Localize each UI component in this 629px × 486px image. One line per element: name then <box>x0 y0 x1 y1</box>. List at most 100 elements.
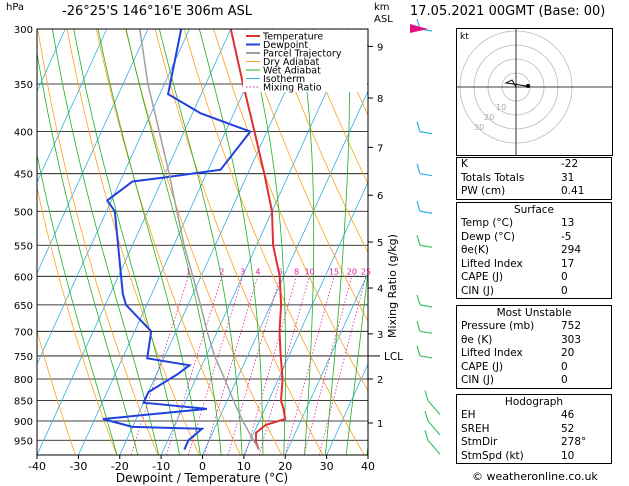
hodograph-title: Hodograph <box>504 396 564 408</box>
wind-barb <box>419 330 433 334</box>
x-tick-label: -30 <box>69 460 87 473</box>
x-tick-label: 40 <box>361 460 375 473</box>
hodo-ring-label: 30 <box>474 123 484 132</box>
eh-row: EH 46 <box>461 409 575 421</box>
km-tick-label: 5 <box>377 238 383 249</box>
wet-adiabat <box>324 29 350 455</box>
hodograph-kt-label: kt <box>460 32 469 42</box>
dewp-row: Dewp (°C) -5 <box>461 230 572 243</box>
mu-pressure-row: Pressure (mb) 752 <box>461 320 582 332</box>
lifted-index-row: Lifted Index 17 <box>461 257 575 270</box>
pw-row: PW (cm) 0.41 <box>461 185 585 197</box>
isotherm <box>326 363 368 455</box>
wet-adiabat <box>37 50 139 455</box>
pressure-tick-label: 700 <box>14 327 33 338</box>
wet-adiabat <box>198 29 264 455</box>
dry-adiabat <box>272 29 368 254</box>
dry-adiabat <box>125 29 283 455</box>
pressure-tick-label: 900 <box>14 417 33 428</box>
temp-row: Temp (°C) 13 <box>461 217 575 229</box>
stmspd-row: StmSpd (kt) 10 <box>461 449 575 462</box>
mixing-ratio-line <box>284 276 335 455</box>
isotherm <box>119 29 314 455</box>
series-parcel-trajectory <box>139 29 260 450</box>
wind-barb <box>419 210 433 214</box>
series-dewpoint <box>102 29 252 451</box>
pressure-tick-label: 750 <box>14 352 33 363</box>
isotherm <box>284 272 368 455</box>
mixing-ratio-label: 15 <box>329 267 339 276</box>
wind-barb <box>427 420 441 436</box>
hodo-ring-label: 10 <box>496 103 506 112</box>
dry-adiabat <box>37 185 118 455</box>
k-row: K -22 <box>461 158 579 170</box>
wet-adiabat <box>37 152 118 455</box>
mixing-ratio-label: 6 <box>278 267 283 276</box>
top-wind-flag <box>410 24 428 33</box>
mixing-ratio-label: 4 <box>255 267 260 276</box>
hodograph: kt 10 20 30 <box>456 28 613 156</box>
mixing-ratio-line <box>318 276 367 455</box>
mixing-ratio-axis-label: Mixing Ratio (g/kg) <box>386 234 399 338</box>
mixing-ratio-label: 1 <box>186 267 191 276</box>
isotherm <box>37 29 190 366</box>
wind-barb <box>419 173 433 177</box>
copyright-text: © weatheronline.co.uk <box>472 470 598 483</box>
km-tick-label: 1 <box>377 419 383 430</box>
isotherm <box>37 29 108 184</box>
legend-item: Isotherm <box>263 74 305 85</box>
stmdir-row: StmDir 278° <box>461 436 587 448</box>
cin-row: CIN (J) 0 <box>461 284 568 297</box>
dry-adiabat <box>301 29 368 185</box>
wet-adiabat <box>159 29 243 455</box>
km-tick-label: 9 <box>377 42 383 53</box>
asl-label: ASL <box>374 14 393 25</box>
dry-adiabat <box>242 29 368 323</box>
wet-adiabat <box>298 29 315 455</box>
km-tick-label: 2 <box>377 375 383 386</box>
wind-barb-flag <box>424 410 429 422</box>
hpa-axis-unit: hPa <box>6 2 25 13</box>
mixing-ratio-line <box>258 276 310 455</box>
hodo-ring-label: 20 <box>484 113 494 122</box>
mixing-ratio-line <box>166 276 223 455</box>
mixing-ratio-line <box>204 276 259 455</box>
pressure-tick-label: 400 <box>14 128 33 139</box>
pressure-tick-label: 500 <box>14 207 33 218</box>
wind-barb-flag <box>416 345 421 357</box>
most-unstable-table: Most Unstable Pressure (mb) 752 θe (K) 303… <box>456 305 612 389</box>
wind-barb-flag <box>416 201 421 212</box>
isotherm <box>37 29 149 275</box>
pressure-tick-label: 350 <box>14 80 33 91</box>
wind-barb <box>419 304 433 308</box>
wet-adiabat <box>125 29 222 455</box>
wind-barb <box>427 400 441 415</box>
dry-adiabat <box>213 29 368 392</box>
isotherm <box>202 90 368 455</box>
km-tick-label: 4 <box>377 284 383 295</box>
sreh-row: SREH 52 <box>461 422 575 435</box>
mu-lifted-index-row: Lifted Index 20 <box>461 347 575 359</box>
mixing-ratio-label: 8 <box>294 267 299 276</box>
wet-adiabat <box>52 29 160 455</box>
mu-cape-row: CAPE (J) 0 <box>461 360 568 373</box>
dry-adiabat <box>37 29 159 455</box>
wet-adiabat <box>246 29 286 455</box>
km-tick-label: 6 <box>377 191 383 202</box>
mixing-ratio-line <box>188 276 243 455</box>
x-axis-label: Dewpoint / Temperature (°C) <box>116 471 288 485</box>
dry-adiabat <box>154 29 324 455</box>
most-unstable-title: Most Unstable <box>496 307 572 319</box>
wind-barb <box>419 355 433 359</box>
pressure-tick-label: 450 <box>14 170 33 181</box>
isotherm <box>37 29 232 455</box>
wind-barb <box>419 244 433 248</box>
wind-barb-flag <box>416 235 421 246</box>
mixing-ratio-line <box>303 276 353 455</box>
x-tick-label: 30 <box>320 460 334 473</box>
storm-motion-marker <box>526 84 530 88</box>
pressure-tick-label: 550 <box>14 241 33 252</box>
wind-barb-flag <box>424 390 429 401</box>
mixing-ratio-label: 3 <box>240 267 245 276</box>
legend-item: Dry Adiabat <box>263 57 320 68</box>
